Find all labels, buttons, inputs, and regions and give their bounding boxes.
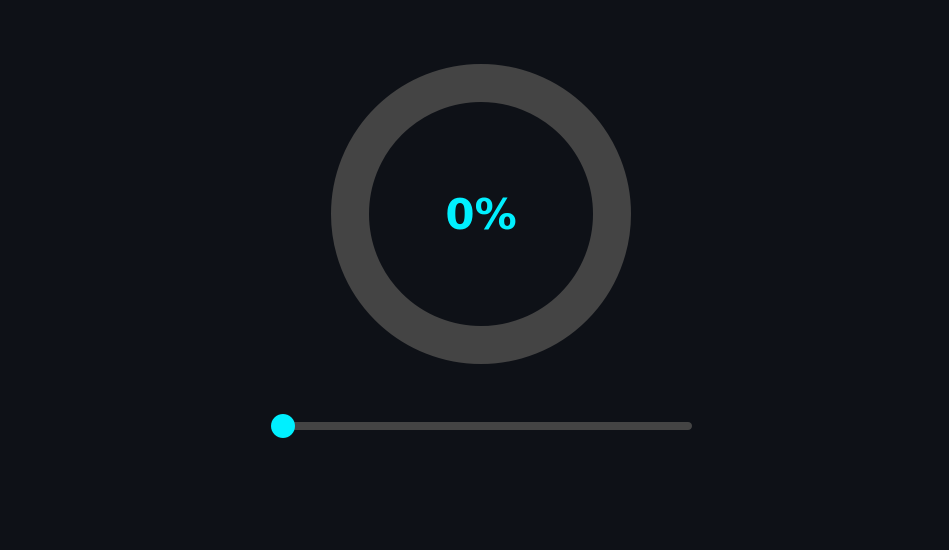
progress-slider[interactable] [271,414,692,438]
progress-percentage-label: 0% [445,189,517,239]
progress-ring-graphic [331,64,631,364]
slider-track[interactable] [279,422,692,430]
circular-progress: 0% [331,64,631,364]
progress-ring-track [331,64,631,364]
slider-thumb[interactable] [271,414,295,438]
